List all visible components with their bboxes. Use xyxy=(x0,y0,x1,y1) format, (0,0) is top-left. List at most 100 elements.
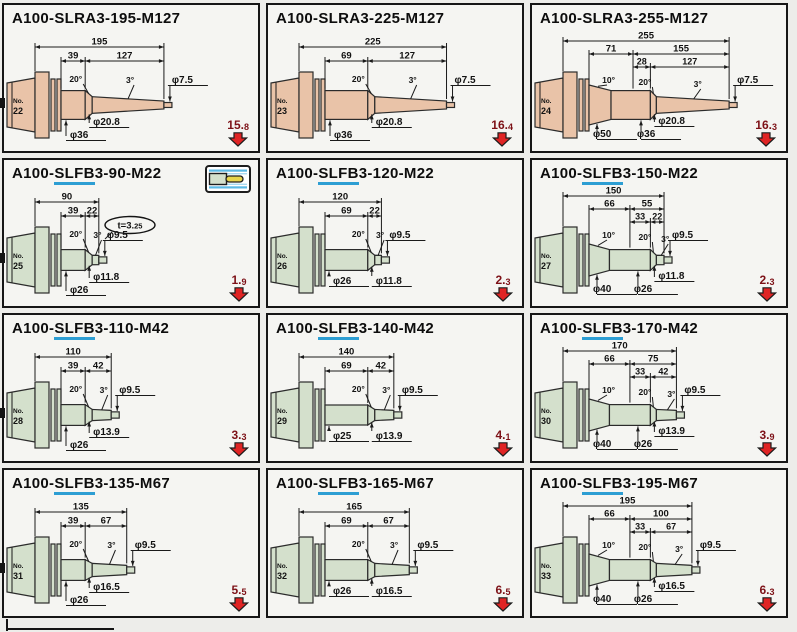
diameter-label: φ26 xyxy=(634,594,653,605)
dim-label: 39 xyxy=(68,51,79,62)
title-rest: 3-140-M42 xyxy=(358,320,434,337)
catalog-grid: A100-SLRA3-195-M127 No. 22 195 39 127 20° 3° φ7.… xyxy=(2,3,788,618)
weight-arrow-icon xyxy=(229,442,249,457)
diameter-label: φ26 xyxy=(70,285,89,296)
tool-number-caption: No. xyxy=(277,563,288,570)
catalog-cell: A100-SLFB3-90-M22 No. 25 90 39 22 20° 3° φ9.5 φ1… xyxy=(2,158,260,308)
angle-label: 3° xyxy=(661,234,670,244)
tool-number-caption: No. xyxy=(13,253,24,260)
tip-diameter-label: φ9.5 xyxy=(389,230,410,241)
tool-holder-drawing: No.22 195 39 127 20° 3° φ7.5 φ20.8 φ36 xyxy=(6,37,208,141)
angle-label: 20° xyxy=(352,74,365,84)
weight-arrow-icon xyxy=(493,287,513,302)
dim-label: 127 xyxy=(399,51,415,62)
title-prefix: A100- xyxy=(12,320,55,337)
title-rest: 3-165-M67 xyxy=(358,475,434,492)
title-model-code: SLFB xyxy=(582,320,623,340)
dim-label: 170 xyxy=(612,341,628,352)
weight-indicator: 3.9 xyxy=(757,429,777,457)
weight-arrow-icon xyxy=(493,597,513,612)
title-prefix: A100- xyxy=(540,165,583,182)
angle-label: 10° xyxy=(602,75,615,85)
weight-arrow-icon xyxy=(493,442,513,457)
tool-holder-drawing: No.23 225 69 127 20° 3° φ7.5 φ20.8 φ36 xyxy=(270,37,491,141)
tool-holder-drawing: No.26 120 69 22 20° 3° φ9.5 φ26 φ11.8 xyxy=(270,192,426,294)
diameter-label: φ25 xyxy=(333,431,352,442)
tool-number-caption: No. xyxy=(13,408,24,415)
angle-label: 20° xyxy=(639,232,652,242)
weight-value: 5.5 xyxy=(231,583,247,597)
title-prefix: A100- xyxy=(276,320,319,337)
angle-label: 3° xyxy=(126,75,135,85)
weight-arrow-icon xyxy=(228,132,249,147)
diameter-label: φ13.9 xyxy=(658,426,685,437)
tip-diameter-label: φ9.5 xyxy=(107,230,128,241)
title-rest: SLRA3-195-M127 xyxy=(54,10,181,27)
title-model-code: SLFB xyxy=(318,475,359,495)
title-model-code: SLFB xyxy=(582,165,623,185)
dim-label: 69 xyxy=(341,206,352,217)
dim-label: 22 xyxy=(652,212,662,222)
tool-holder-drawing: No.28 110 39 42 20° 3° φ9.5 φ13.9 φ26 xyxy=(6,347,156,451)
weight-value: 3.3 xyxy=(231,428,247,442)
dim-label: 155 xyxy=(673,44,690,55)
part-number-title: A100-SLFB3-120-M22 xyxy=(276,165,434,185)
title-rest: SLRA3-225-M127 xyxy=(318,10,445,27)
angle-label: 20° xyxy=(69,539,82,549)
angle-label: 3° xyxy=(376,230,385,240)
tool-number-caption: No. xyxy=(277,408,288,415)
diameter-label: φ13.9 xyxy=(93,427,120,438)
diameter-label: φ16.5 xyxy=(658,581,685,592)
tool-number: 33 xyxy=(541,571,551,581)
page-edge-mark xyxy=(0,253,5,263)
dim-label: 66 xyxy=(604,509,615,520)
part-number-title: A100-SLRA3-195-M127 xyxy=(12,10,180,27)
diameter-label: φ20.8 xyxy=(376,117,403,128)
tool-number: 26 xyxy=(277,261,287,271)
weight-indicator: 1.9 xyxy=(229,274,249,302)
part-number-title: A100-SLFB3-110-M42 xyxy=(12,320,169,340)
weight-value: 16.4 xyxy=(491,118,513,132)
weight-value: 15.8 xyxy=(227,118,249,132)
tool-holder-drawing: No.32 165 69 67 20° 3° φ9.5 φ26 φ16.5 xyxy=(270,502,454,604)
dim-label: 33 xyxy=(635,367,645,377)
boring-application-icon xyxy=(205,165,251,193)
diameter-label: φ20.8 xyxy=(658,116,685,127)
angle-label: 3° xyxy=(93,230,102,240)
dim-label: 67 xyxy=(101,516,112,527)
dim-label: 90 xyxy=(62,192,73,203)
dim-label: 120 xyxy=(332,192,348,203)
angle-label: 20° xyxy=(639,542,652,552)
dim-label: 110 xyxy=(65,347,80,358)
dim-label: 69 xyxy=(341,51,352,62)
tool-number: 32 xyxy=(277,571,287,581)
tool-holder-drawing: No.27 150 66 55 33 22 10° 20° 3° φ9.5 φ11.8 φ40 φ26 xyxy=(534,186,709,295)
dim-label: 127 xyxy=(682,57,697,67)
angle-label: 20° xyxy=(352,384,365,394)
weight-indicator: 2.3 xyxy=(757,274,777,302)
title-prefix: A100- xyxy=(276,165,319,182)
diameter-label: φ26 xyxy=(70,440,89,451)
page-edge-mark xyxy=(0,408,5,418)
dim-label: 39 xyxy=(68,206,79,217)
dim-label: 100 xyxy=(653,509,669,520)
angle-label: 3° xyxy=(390,540,399,550)
dim-label: 55 xyxy=(642,199,653,210)
weight-indicator: 5.5 xyxy=(229,584,249,612)
angle-label: 3° xyxy=(694,79,703,89)
title-rest: 3-150-M22 xyxy=(622,165,698,182)
tip-diameter-label: φ9.5 xyxy=(684,385,705,396)
title-prefix: A100- xyxy=(276,10,319,27)
angle-label: 10° xyxy=(602,230,615,240)
catalog-cell: A100-SLFB3-110-M42 No. 28 110 39 42 20° 3° φ9.5 φ… xyxy=(2,313,260,463)
tool-holder-drawing: No.29 140 69 42 20° 3° φ9.5 φ25 φ13.9 xyxy=(270,347,438,449)
tip-diameter-label: φ7.5 xyxy=(737,75,758,86)
dim-label: 39 xyxy=(68,361,79,372)
weight-value: 6.3 xyxy=(759,583,775,597)
tip-diameter-label: φ9.5 xyxy=(672,230,693,241)
tool-number: 22 xyxy=(13,106,23,116)
tip-diameter-label: φ9.5 xyxy=(700,540,721,551)
weight-indicator: 15.8 xyxy=(227,119,249,147)
diameter-label: φ36 xyxy=(637,129,656,140)
